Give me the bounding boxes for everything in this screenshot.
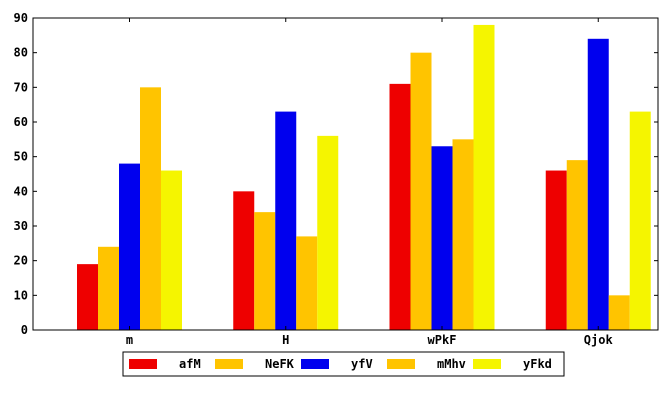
bar-yFkd-m [161,170,182,330]
y-tick-label: 30 [14,219,28,233]
x-tick-label: H [282,333,289,347]
legend-swatch-afM [129,359,157,369]
bar-mMhv-H [296,236,318,330]
bar-NeFK-H [254,212,276,330]
bar-yfV-wPkF [431,146,453,330]
bar-afM-Qjok [545,170,567,330]
y-tick-label: 60 [14,115,28,129]
y-tick-label: 10 [14,288,28,302]
legend-label-NeFK: NeFK [265,357,295,371]
legend-swatch-NeFK [215,359,243,369]
y-tick-label: 20 [14,254,28,268]
legend-swatch-yFkd [473,359,501,369]
y-tick-label: 80 [14,46,28,60]
bar-yFkd-H [317,135,339,330]
legend-label-mMhv: mMhv [437,357,466,371]
bar-afM-H [233,191,255,330]
bar-yfV-Qjok [587,38,609,331]
bar-yFkd-wPkF [473,24,495,331]
y-tick-label: 90 [14,11,28,25]
x-tick-label: wPkF [428,333,457,347]
bar-NeFK-Qjok [566,160,588,330]
legend-label-afM: afM [179,357,201,371]
y-tick-label: 50 [14,150,28,164]
bar-yFkd-Qjok [629,111,651,330]
legend-swatch-yfV [301,359,329,369]
plot-frame [32,17,659,331]
y-tick-label: 40 [14,184,28,198]
bar-group [77,24,651,331]
x-tick-label: Qjok [584,333,614,347]
bar-yfV-H [275,111,297,330]
x-tick-label: m [126,333,133,347]
legend-label-yfV: yfV [351,357,373,371]
bar-mMhv-m [140,87,161,330]
y-tick-label: 70 [14,80,28,94]
bar-afM-m [77,264,98,330]
legend-swatch-mMhv [387,359,415,369]
y-tick-label: 0 [21,323,28,337]
bar-mMhv-Qjok [608,295,630,330]
legend-label-yFkd: yFkd [523,357,552,371]
bar-mMhv-wPkF [452,139,474,330]
bar-NeFK-wPkF [410,52,432,331]
bar-afM-wPkF [389,83,411,330]
bar-yfV-m [119,163,140,330]
legend: afM NeFK yfV mMhv yFkd [122,351,565,377]
bar-NeFK-m [98,246,119,330]
